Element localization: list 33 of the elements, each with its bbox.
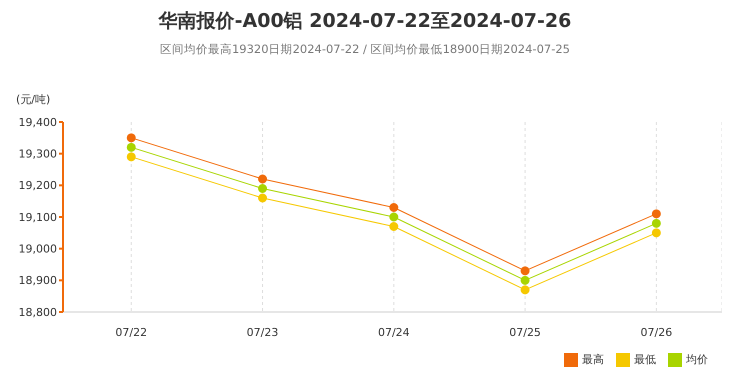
point (258, 184, 268, 193)
point (126, 142, 136, 152)
point (520, 285, 530, 294)
x-tick-label: 07/23 (246, 326, 278, 339)
y-tick-label: 19,400 (18, 116, 57, 129)
legend-label: 最低 (633, 352, 656, 367)
point (520, 266, 530, 276)
legend-label: 均价 (685, 352, 708, 367)
point (652, 228, 661, 238)
legend-label: 最高 (581, 352, 604, 367)
chart-title: 华南报价-A00铝 2024-07-22至2024-07-26 (157, 9, 572, 34)
x-tick-label: 07/22 (115, 326, 148, 339)
y-tick-label: 18,800 (18, 306, 57, 319)
point (389, 212, 398, 222)
point (258, 194, 268, 202)
point (389, 222, 398, 231)
point (520, 276, 530, 285)
y-tick-label: 19,200 (18, 179, 57, 192)
x-tick-label: 07/25 (509, 326, 541, 339)
point (652, 209, 661, 218)
point (652, 218, 661, 228)
point (126, 133, 136, 142)
y-axis-title: (元/吨) (16, 92, 50, 107)
x-tick-label: 07/26 (640, 326, 672, 339)
point (389, 203, 398, 212)
y-tick-label: 19,100 (18, 210, 57, 224)
y-tick-label: 18,900 (18, 274, 57, 288)
point (258, 174, 268, 184)
x-tick-label: 07/24 (378, 326, 410, 339)
chart-subtitle: 区间均价最高19320日期2024-07-22 / 区间均价最低18900日期2024-07-25 (158, 42, 572, 57)
point (126, 152, 136, 162)
y-tick-label: 19,300 (18, 148, 57, 161)
y-tick-label: 19,000 (18, 242, 57, 256)
